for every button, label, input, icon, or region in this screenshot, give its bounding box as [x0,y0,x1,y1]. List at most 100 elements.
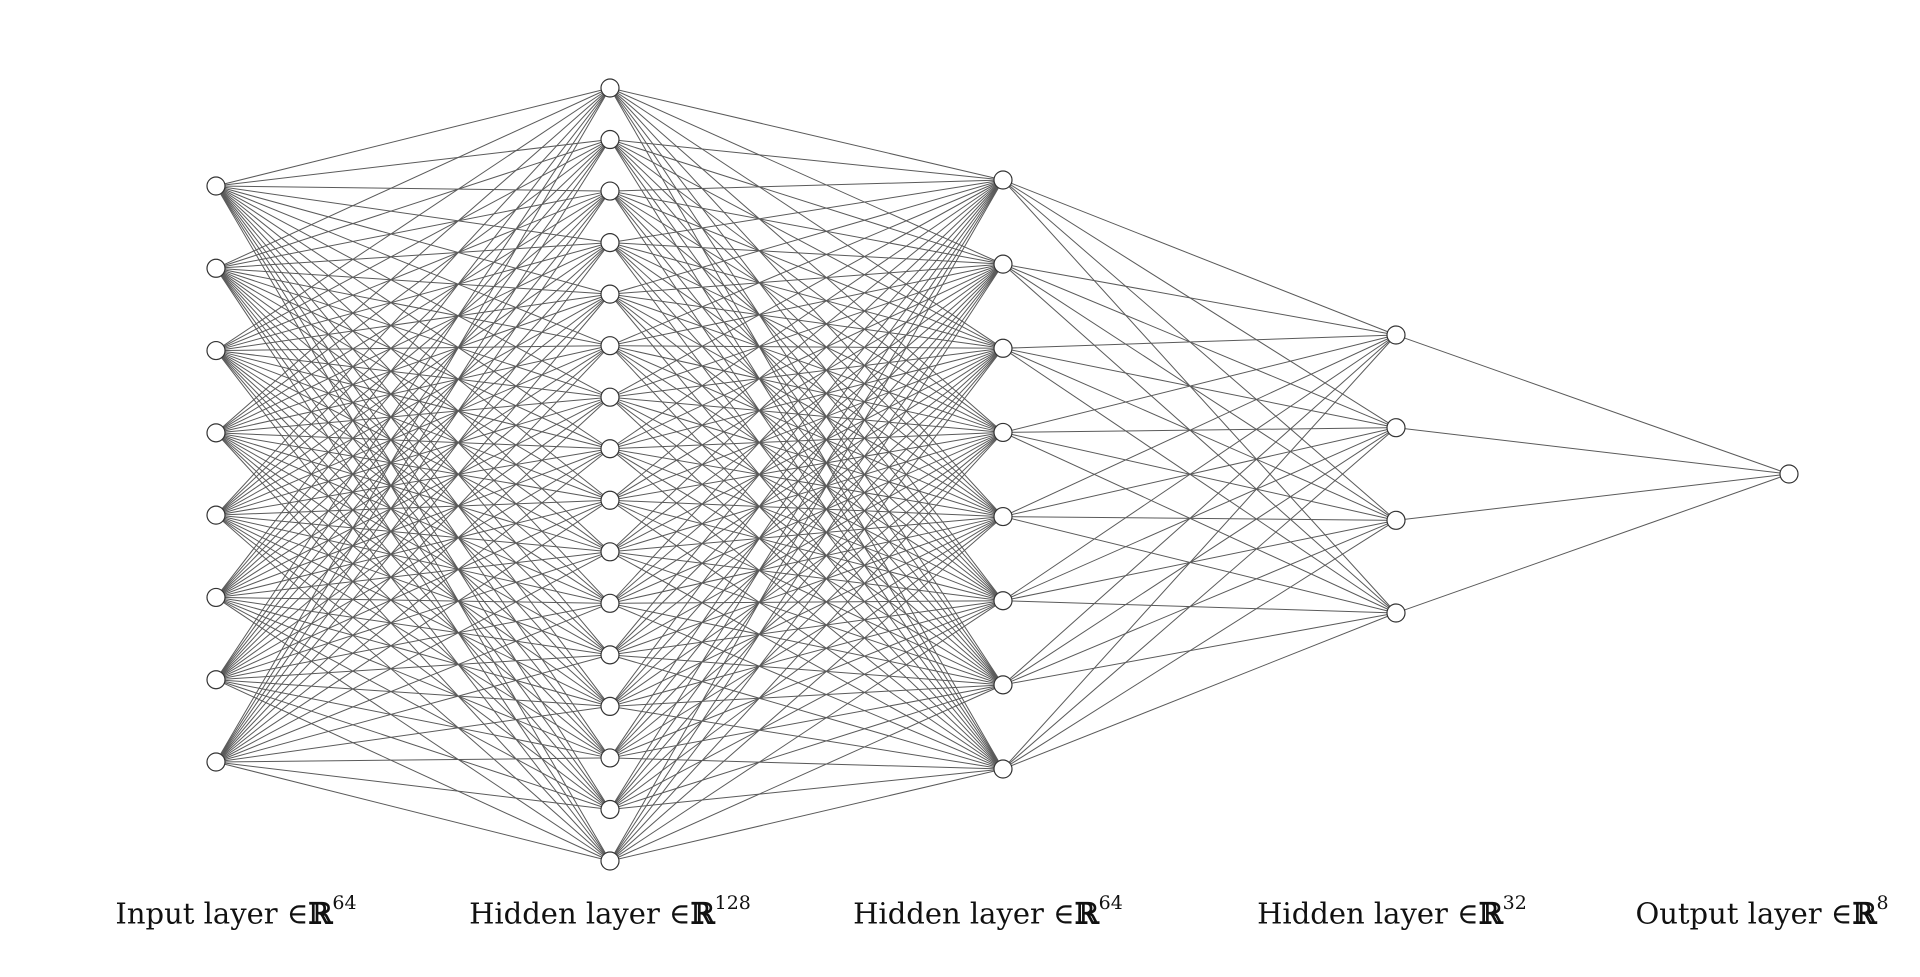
layer-label-hidden-2: Hidden layer ∈ℝ64 [853,892,1123,931]
connection-edge [609,242,1004,265]
connection-edge [609,293,1004,602]
connection-edge [609,347,1004,862]
connection-edge [215,293,611,434]
connection-edge [609,431,1004,553]
neuron-node-hidden-1 [600,284,620,304]
connection-edge [609,432,1004,862]
connection-edge [609,347,1004,501]
real-set-symbol: ℝ [1074,896,1099,931]
connection-edge [609,87,1004,265]
connection-edge [215,190,611,434]
connection-edge [609,190,1004,686]
connection-edge [1002,612,1397,686]
neuron-node-hidden-2 [993,422,1013,443]
connection-edge [215,448,611,598]
connection-edge [215,190,611,681]
connection-edge [215,242,611,269]
connection-edge [609,684,1004,862]
connection-edge [1002,334,1397,349]
connection-edge [215,705,611,763]
connection-edge [609,345,1004,433]
connection-edge [609,654,1004,686]
neuron-node-hidden-1 [600,593,620,613]
connection-edge [1002,612,1397,770]
connection-edge [215,448,611,763]
element-of-symbol: ∈ [1457,896,1479,931]
connection-edge [609,263,1004,656]
connection-edge [215,761,611,862]
layer-dimension: 128 [714,892,751,914]
connection-edge [609,600,1004,707]
connection-edge [1002,516,1397,521]
connection-edge [609,263,1004,295]
connection-edge [609,448,1004,518]
connection-edge [609,448,1004,686]
neuron-node-hidden-1 [600,799,620,820]
connection-edge [609,396,1004,686]
connection-edge [215,396,611,598]
connection-edge [1002,427,1397,686]
connection-edge [215,350,611,450]
connection-edge [215,87,611,187]
connection-edge [609,139,1004,602]
connection-edge [609,179,1004,604]
connection-edge [215,551,611,763]
connection-edge [609,242,1004,602]
connection-edge [215,267,611,398]
connection-edge [215,139,611,763]
connection-edge [609,179,1004,707]
connection-edge [215,190,611,269]
neuron-node-hidden-1 [600,181,620,201]
connection-edge [1002,263,1397,521]
connection-edge [215,293,611,352]
layer-label-text: Hidden layer [1257,896,1448,931]
connection-edge [1002,519,1397,602]
connection-edge [609,551,1004,770]
connection-edge [609,293,1004,770]
connection-edge [215,345,611,681]
connection-edge [609,87,1004,349]
connection-edge [1002,179,1397,336]
real-set-symbol: ℝ [1852,896,1877,931]
connection-edge [609,263,1004,450]
neuron-node-hidden-1 [600,748,620,768]
neuron-node-hidden-2 [993,759,1013,779]
connection-edge [609,293,1004,518]
connection-edge [1002,263,1397,614]
connection-edge [609,516,1004,604]
connection-edge [215,396,611,763]
connection-edge [609,190,1004,349]
connection-edge [1002,519,1397,770]
connection-edge [609,600,1004,759]
layer-label-output: Output layer ∈ℝ8 [1635,892,1888,931]
connection-edge [609,431,1004,656]
connection-edge [609,705,1004,770]
connection-edge [215,190,611,598]
connection-edge [609,179,1004,295]
connection-edge [609,263,1004,347]
connection-edge [609,179,1004,862]
connection-edge [215,242,611,434]
connection-edge [609,499,1004,602]
connection-edge [215,190,611,352]
connection-edge [1002,519,1397,686]
connection-edge [215,185,611,450]
connection-edge [609,396,1004,770]
neuron-node-hidden-3 [1386,418,1406,438]
connection-edge [215,190,611,763]
node-group [206,78,1799,871]
connection-edge [609,263,1004,553]
connection-edge [215,602,611,763]
neuron-node-hidden-1 [600,387,620,407]
connection-edge [609,768,1004,810]
connection-edge [609,242,1004,517]
connection-edge [609,87,1004,686]
connection-edge [609,347,1004,656]
connection-edge [609,345,1004,518]
connection-edge [609,179,1004,398]
connection-edge [215,139,611,681]
connection-edge [215,757,611,763]
neuron-node-input [206,423,226,443]
connection-edge [215,448,611,516]
